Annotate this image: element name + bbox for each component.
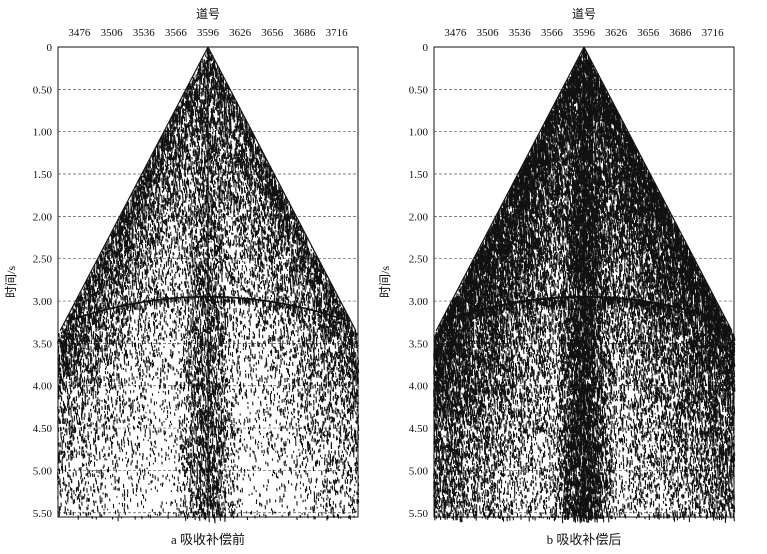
panel-b-x-tick-label: 3716 [702, 27, 725, 39]
panel-b-y-ticks: 0 0.50 1.00 1.50 2.00 2.50 3.00 3.50 4.00 4.50 5.0… [409, 42, 429, 520]
panel-b-x-title: 道号 [572, 7, 596, 21]
panel-b-y-tick-label: 0 [423, 42, 429, 54]
panel-a-y-ticks: 0 0.50 1.00 1.50 2.00 2.50 3.00 3.50 4.00 4.50 5.0… [33, 42, 53, 520]
panel-a-caption: a 吸收补偿前 [171, 532, 245, 547]
panel-b-x-tick-label: 3476 [444, 27, 467, 39]
panel-a-y-tick-label: 5.00 [33, 465, 53, 477]
panel-b-y-tick-label: 5.50 [409, 508, 429, 520]
panel-b-x-tick-label: 3656 [637, 27, 660, 39]
panel-a-x-tick-label: 3566 [165, 27, 188, 39]
panel-a-x-tick-label: 3686 [293, 27, 316, 39]
panel-a: 道号 3476 3506 3536 3566 3596 3626 3656 3686 3716 … [4, 7, 360, 547]
panel-b-x-tick-label: 3536 [509, 27, 532, 39]
panel-a-y-title: 时间/s [4, 266, 18, 298]
panel-b-y-tick-label: 3.50 [409, 338, 429, 350]
panel-a-y-tick-label: 5.50 [33, 508, 53, 520]
panel-a-x-tick-label: 3716 [326, 27, 349, 39]
panel-b-x-tick-label: 3686 [669, 27, 692, 39]
panel-b-first-break-right [583, 46, 733, 332]
panel-b-x-tick-label: 3506 [477, 27, 500, 39]
panel-b-y-tick-label: 2.50 [409, 254, 429, 266]
panel-a-first-break-right [207, 46, 357, 332]
panel-a-x-title: 道号 [196, 7, 220, 21]
panel-a-x-tick-label: 3596 [197, 27, 220, 39]
panel-a-y-tick-label: 0.50 [33, 84, 53, 96]
panel-a-y-tick-label: 4.50 [33, 423, 53, 435]
panel-b-y-tick-label: 5.00 [409, 465, 429, 477]
panel-b-x-ticks: 3476 3506 3536 3566 3596 3626 3656 3686 3716 [444, 27, 724, 39]
panel-b-y-tick-label: 4.00 [409, 381, 429, 393]
panel-a-y-tick-label: 1.00 [33, 127, 53, 139]
panel-a-y-tick-label: 3.00 [33, 296, 53, 308]
panel-a-y-tick-label: 2.00 [33, 211, 53, 223]
panel-b-seismic-traces [433, 46, 736, 524]
panel-a-x-tick-label: 3536 [133, 27, 156, 39]
panel-a-y-tick-label: 4.00 [33, 381, 53, 393]
panel-b-frame [433, 46, 735, 518]
panel-b-first-break-left [435, 46, 585, 332]
panel-b-y-tick-label: 1.00 [409, 127, 429, 139]
panel-a-frame [57, 46, 359, 518]
panel-b-y-tick-label: 3.00 [409, 296, 429, 308]
panel-b-caption: b 吸收补偿后 [547, 532, 622, 547]
panel-a-y-tick-label: 0 [47, 42, 53, 54]
panel-a-first-break-left [59, 46, 209, 332]
panel-a-y-tick-label: 3.50 [33, 338, 53, 350]
panel-b-y-tick-label: 2.00 [409, 211, 429, 223]
panel-b-y-tick-label: 0.50 [409, 84, 429, 96]
panel-a-x-tick-label: 3476 [68, 27, 91, 39]
panel-b: 道号 3476 3506 3536 3566 3596 3626 3656 3686 3716 … [378, 7, 736, 547]
panel-b-x-tick-label: 3596 [573, 27, 596, 39]
panel-a-x-tick-label: 3656 [261, 27, 284, 39]
panel-a-x-tick-label: 3506 [101, 27, 124, 39]
panel-a-y-tick-label: 2.50 [33, 254, 53, 266]
panel-a-y-tick-label: 1.50 [33, 169, 53, 181]
panel-b-y-tick-label: 4.50 [409, 423, 429, 435]
panel-b-y-title: 时间/s [378, 266, 392, 298]
panel-a-x-ticks: 3476 3506 3536 3566 3596 3626 3656 3686 3716 [68, 27, 348, 39]
panel-a-x-tick-label: 3626 [229, 27, 252, 39]
panel-b-x-tick-label: 3566 [541, 27, 564, 39]
panel-b-y-tick-label: 1.50 [409, 169, 429, 181]
panel-a-seismic-traces [57, 46, 360, 524]
panel-b-x-tick-label: 3626 [605, 27, 628, 39]
